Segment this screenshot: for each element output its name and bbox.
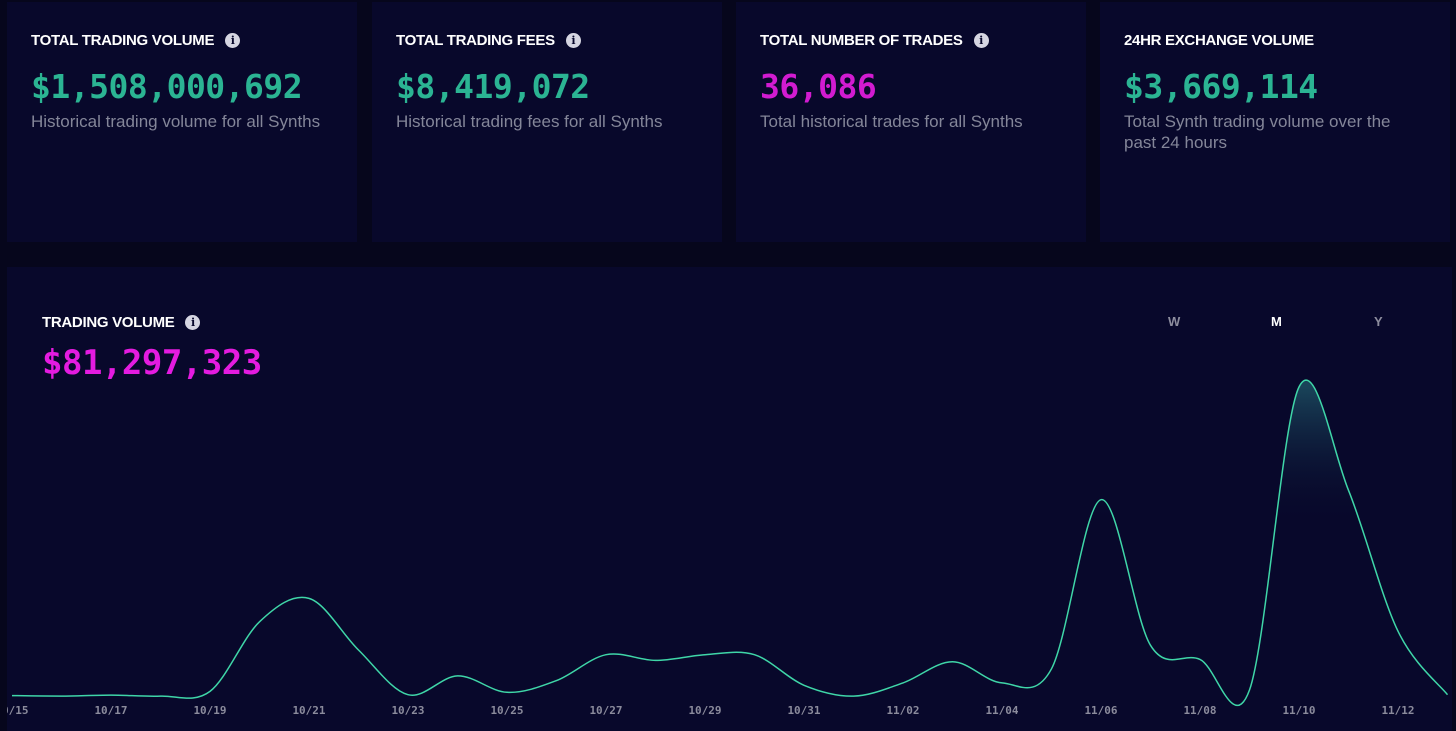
x-tick-label: 10/25 [490,704,523,717]
stat-card-total-volume: TOTAL TRADING VOLUME i $1,508,000,692 Hi… [7,2,357,242]
period-week-button[interactable]: W [1168,314,1181,329]
x-tick-label: 11/06 [1084,704,1117,717]
stat-description: Historical trading volume for all Synths [31,112,321,131]
x-tick-label: 10/29 [688,704,721,717]
data-point-11-03[interactable] [948,657,958,667]
stat-title-text: TOTAL NUMBER OF TRADES [760,31,963,49]
data-point-11-09[interactable] [1245,685,1255,695]
x-tick-label: 11/04 [985,704,1018,717]
stat-title: TOTAL TRADING FEES i [396,30,698,50]
stat-value: $3,669,114 [1124,67,1318,106]
stat-description: Total Synth trading volume over the past… [1124,112,1391,152]
stat-title-text: TOTAL TRADING VOLUME [31,31,215,49]
period-year-button[interactable]: Y [1374,314,1383,329]
data-point-11-07[interactable] [1146,640,1156,650]
x-tick-label: 10/31 [787,704,820,717]
x-tick-label: 10/17 [94,704,127,717]
chart-total-value: $81,297,323 [42,343,262,383]
data-point-11-01[interactable] [849,691,859,701]
data-point-11-11[interactable] [1344,485,1354,495]
info-icon[interactable]: i [225,32,241,48]
data-point-11-08[interactable] [1195,654,1205,664]
data-point-10-16[interactable] [57,691,67,701]
stat-card-24hr-volume: 24HR EXCHANGE VOLUME $3,669,114 Total Sy… [1100,2,1450,242]
chart-title-text: TRADING VOLUME [42,314,175,331]
stat-value: 36,086 [760,67,877,106]
data-point-11-10[interactable] [1294,382,1304,392]
stat-card-total-trades: TOTAL NUMBER OF TRADES i 36,086 Total hi… [736,2,1086,242]
stat-value: $8,419,072 [396,67,590,106]
data-point-10-28[interactable] [651,655,661,665]
stat-title-text: 24HR EXCHANGE VOLUME [1124,31,1314,49]
stat-card-total-fees: TOTAL TRADING FEES i $8,419,072 Historic… [372,2,722,242]
data-point-10-20[interactable] [255,617,265,627]
data-point-10-23[interactable] [403,690,413,700]
x-tick-label: 10/21 [292,704,325,717]
stat-description: Historical trading fees for all Synths [396,112,663,131]
data-point-10-27[interactable] [601,650,611,660]
stat-value: $1,508,000,692 [31,67,303,106]
volume-area [12,380,1448,706]
x-tick-label: 10/19 [193,704,226,717]
trading-volume-panel: 10/15 10/17 10/19 10/21 10/23 10/25 10/27 10/29… [7,267,1452,731]
data-point-11-02[interactable] [898,678,908,688]
stat-title-text: TOTAL TRADING FEES [396,31,555,49]
stat-description: Total historical trades for all Synths [760,112,1023,131]
x-tick-label: 11/10 [1282,704,1315,717]
x-tick-label: 11/12 [1381,704,1414,717]
data-point-10-17[interactable] [106,690,116,700]
data-point-10-19[interactable] [205,686,215,696]
trading-volume-chart: 10/15 10/17 10/19 10/21 10/23 10/25 10/27 10/29… [7,379,1449,717]
stat-title: TOTAL TRADING VOLUME i [31,30,333,50]
data-point-11-05[interactable] [1047,664,1057,674]
data-point-10-31[interactable] [799,680,809,690]
data-point-10-25[interactable] [502,687,512,697]
data-point-11-04[interactable] [997,678,1007,688]
data-point-10-26[interactable] [552,676,562,686]
data-point-11-06[interactable] [1096,495,1106,505]
stat-title: TOTAL NUMBER OF TRADES i [760,30,1062,50]
stat-title: 24HR EXCHANGE VOLUME [1124,30,1426,50]
data-point-10-30[interactable] [750,650,760,660]
data-point-11-12[interactable] [1393,626,1403,636]
data-point-10-18[interactable] [156,691,166,701]
data-point-10-15[interactable] [7,691,17,701]
x-tick-label: 11/08 [1183,704,1216,717]
x-tick-label: 10/27 [589,704,622,717]
info-icon[interactable]: i [973,32,989,48]
x-tick-label: 10/15 [7,704,29,717]
data-point-10-24[interactable] [453,671,463,681]
data-point-10-22[interactable] [354,645,364,655]
x-tick-label: 10/23 [391,704,424,717]
info-icon[interactable]: i [565,32,581,48]
data-point-10-29[interactable] [700,650,710,660]
period-month-button[interactable]: M [1271,314,1282,329]
x-tick-label: 11/02 [886,704,919,717]
chart-title: TRADING VOLUME i [42,314,201,331]
info-icon[interactable]: i [185,315,201,330]
data-point-10-21[interactable] [304,593,314,603]
volume-series-line [11,379,1449,707]
